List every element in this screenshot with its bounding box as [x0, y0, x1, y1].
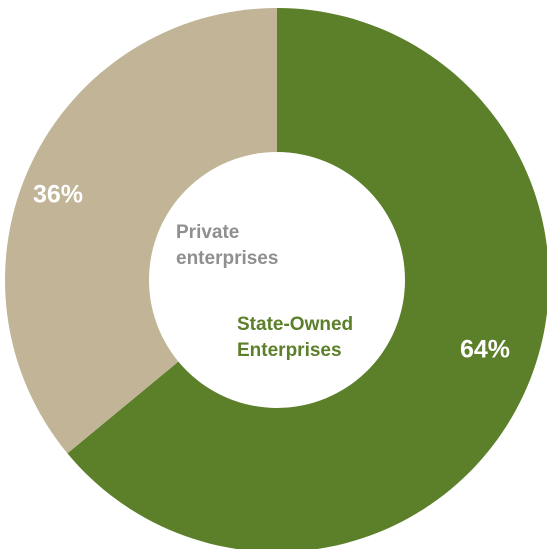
- donut-hole: [149, 152, 405, 408]
- private-label-line-2: enterprises: [176, 248, 278, 269]
- slice-private-percent-label: 36%: [33, 181, 83, 209]
- state-owned-label-line-1: State-Owned: [237, 314, 353, 335]
- slice-state-owned-percent-label: 64%: [460, 336, 510, 364]
- slice-private-enterprises: [4, 8, 278, 454]
- state-owned-enterprises-label: State-Owned Enterprises: [237, 314, 358, 361]
- state-owned-label-line-2: Enterprises: [237, 340, 342, 361]
- private-enterprises-label: Private enterprises: [176, 222, 278, 269]
- private-label-line-1: Private: [176, 222, 239, 243]
